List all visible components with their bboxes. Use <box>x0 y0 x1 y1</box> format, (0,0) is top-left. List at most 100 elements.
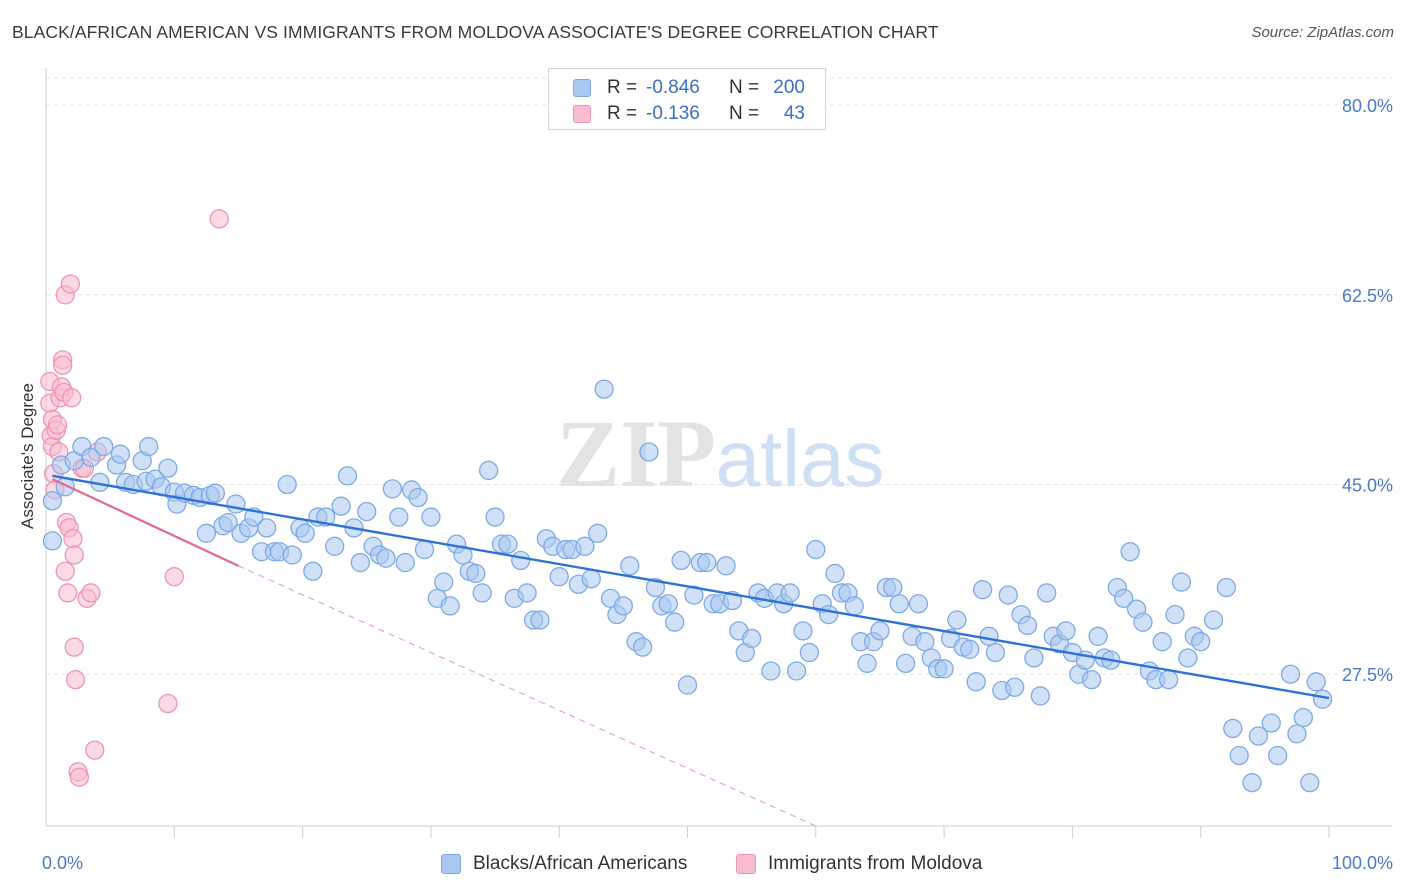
y-tick-label: 27.5% <box>1342 665 1393 685</box>
data-point-blacks <box>1242 772 1262 793</box>
data-point-blacks <box>857 653 877 674</box>
data-point-moldova <box>85 740 105 760</box>
data-point-blacks <box>395 552 415 573</box>
data-point-blacks <box>786 661 807 681</box>
data-point-moldova <box>55 561 75 581</box>
data-point-blacks <box>934 659 954 679</box>
legend-row-moldova: R = -0.136 N = 43 <box>549 101 825 127</box>
data-point-blacks <box>870 621 890 641</box>
data-point-blacks <box>472 583 492 603</box>
watermark-zip: ZIP <box>556 400 716 507</box>
data-point-blacks <box>1229 745 1249 766</box>
data-point-blacks <box>915 632 935 652</box>
data-point-moldova <box>158 693 178 714</box>
data-point-blacks <box>895 653 916 674</box>
data-point-blacks <box>42 531 63 551</box>
data-point-blacks <box>257 518 277 538</box>
data-point-blacks <box>780 583 800 603</box>
x-tick-label: 0.0% <box>42 853 83 873</box>
r-value: -0.846 <box>646 77 700 98</box>
data-point-blacks <box>818 604 839 625</box>
y-tick-label: 80.0% <box>1342 96 1393 116</box>
data-point-blacks <box>440 596 460 616</box>
data-point-blacks <box>1005 677 1025 697</box>
data-point-blacks <box>799 642 820 663</box>
n-label: N = <box>729 77 760 98</box>
data-point-blacks <box>498 534 518 554</box>
x-tick-label: 100.0% <box>1332 853 1393 873</box>
data-point-moldova <box>69 767 90 787</box>
y-axis-title: Associate's Degree <box>18 383 37 529</box>
data-point-blacks <box>793 621 813 641</box>
data-point-blacks <box>979 626 999 646</box>
data-point-blacks <box>665 612 685 632</box>
data-point-blacks <box>434 572 454 592</box>
data-point-blacks <box>645 577 666 598</box>
data-point-blacks <box>1165 604 1185 625</box>
data-point-blacks <box>581 569 601 589</box>
data-point-blacks <box>357 501 377 522</box>
data-point-blacks <box>658 594 678 614</box>
n-label: N = <box>729 103 760 124</box>
data-point-blacks <box>1287 724 1307 744</box>
data-point-blacks <box>716 556 736 576</box>
data-point-blacks <box>1178 648 1198 668</box>
data-point-blacks <box>594 379 614 399</box>
data-point-blacks <box>844 596 864 616</box>
data-point-blacks <box>325 536 345 556</box>
data-point-blacks <box>158 458 178 478</box>
data-point-moldova <box>60 274 81 294</box>
data-point-blacks <box>972 580 993 600</box>
trend-lines <box>51 474 1330 827</box>
data-point-blacks <box>226 494 246 514</box>
r-label: R = <box>607 103 638 124</box>
data-point-moldova <box>64 637 84 657</box>
data-point-blacks <box>632 637 653 657</box>
data-point-blacks <box>382 479 403 499</box>
data-point-blacks <box>453 545 473 565</box>
data-point-blacks <box>205 483 226 503</box>
data-point-blacks <box>478 460 499 481</box>
data-point-blacks <box>1191 632 1211 652</box>
data-point-blacks <box>671 550 691 571</box>
data-point-blacks <box>389 507 409 527</box>
data-point-blacks <box>110 444 131 464</box>
data-point-blacks <box>613 596 633 616</box>
legend-swatch-blue <box>441 854 461 874</box>
data-point-blacks <box>998 585 1018 605</box>
data-point-blacks <box>620 556 640 576</box>
data-point-moldova <box>164 567 184 587</box>
data-point-blacks <box>1158 670 1179 690</box>
data-point-blacks <box>947 610 967 630</box>
data-point-blacks <box>517 583 537 603</box>
n-value: 200 <box>773 77 805 98</box>
chart-title: BLACK/AFRICAN AMERICAN VS IMMIGRANTS FRO… <box>12 22 939 42</box>
legend-swatch-pink <box>736 854 756 874</box>
data-point-blacks <box>303 561 323 581</box>
data-point-blacks <box>196 523 217 543</box>
data-point-blacks <box>421 507 441 527</box>
data-point-blacks <box>1133 612 1153 632</box>
data-point-blacks <box>889 594 909 614</box>
data-point-moldova <box>58 583 78 603</box>
data-point-blacks <box>588 523 608 543</box>
data-point-blacks <box>485 507 505 527</box>
data-point-moldova <box>47 415 68 435</box>
correlation-legend: R = -0.846 N = 200 R = -0.136 N = 43 <box>548 68 826 130</box>
data-point-blacks <box>94 436 114 457</box>
data-point-blacks <box>1223 718 1243 739</box>
data-point-blacks <box>81 447 101 468</box>
series-legend: Blacks/African Americans Immigrants from… <box>0 852 1406 878</box>
y-tick-label: 62.5% <box>1342 286 1393 306</box>
data-point-blacks <box>1171 572 1192 592</box>
data-point-blacks <box>1293 707 1313 728</box>
data-point-blacks <box>530 610 550 630</box>
data-point-blacks <box>1081 670 1102 690</box>
data-point-blacks <box>42 491 63 511</box>
watermark: ZIP atlas <box>556 400 885 507</box>
data-point-moldova <box>81 583 101 603</box>
data-point-blacks <box>511 550 531 571</box>
data-point-blacks <box>1248 726 1269 746</box>
legend-swatch-pink <box>573 105 591 123</box>
